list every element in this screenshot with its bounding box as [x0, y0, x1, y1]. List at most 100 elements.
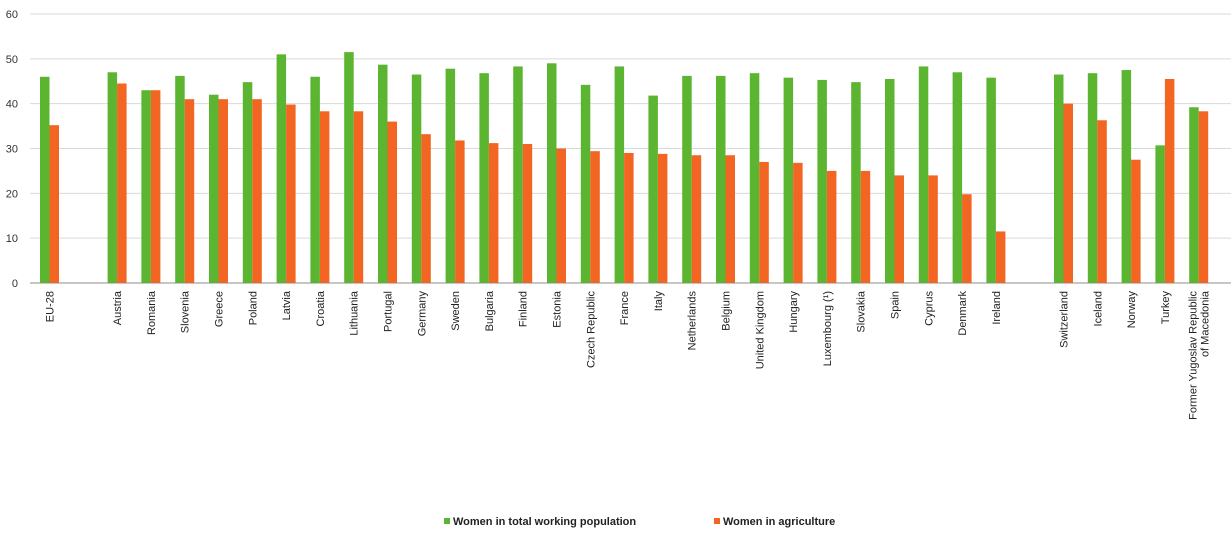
bar-total-working-population [175, 75, 185, 284]
bar-total-working-population [851, 82, 861, 283]
bar-total-working-population [344, 52, 354, 283]
x-tick-label: Italy [653, 291, 665, 312]
y-tick-label: 50 [6, 54, 18, 66]
x-tick-label: Belgium [721, 291, 733, 331]
y-tick-label: 10 [6, 233, 18, 245]
legend-label: Women in agriculture [723, 516, 835, 528]
bar-total-working-population [276, 54, 287, 283]
x-tick-label: France [619, 291, 631, 325]
bar-total-working-population [783, 77, 794, 283]
bar-agriculture [894, 175, 904, 283]
bar-agriculture [691, 155, 702, 283]
bar-total-working-population [513, 66, 523, 283]
x-tick-label: Latvia [281, 290, 293, 320]
bar-total-working-population [749, 73, 760, 284]
x-tick-label: Denmark [957, 291, 969, 336]
x-tick-label: Norway [1126, 291, 1138, 329]
bar-agriculture [590, 151, 600, 283]
x-tick-label: Spain [890, 291, 902, 319]
bar-agriculture [759, 161, 769, 283]
x-tick-label: EU-28 [45, 291, 57, 322]
bar-total-working-population [614, 66, 625, 283]
bar-total-working-population [378, 64, 388, 283]
bar-agriculture [624, 152, 634, 283]
bar-total-working-population [40, 76, 50, 284]
x-tick-label: Sweden [450, 291, 462, 331]
x-tick-label: Slovakia [856, 290, 868, 332]
bar-total-working-population [445, 68, 456, 284]
bar-total-working-population [479, 73, 489, 284]
y-tick-label: 0 [12, 278, 18, 290]
bar-agriculture [826, 170, 837, 283]
x-tick-label: Portugal [383, 291, 395, 332]
bar-total-working-population [1121, 70, 1132, 284]
x-tick-label: Romania [146, 290, 158, 335]
bar-total-working-population [986, 77, 996, 283]
bar-total-working-population [107, 72, 118, 284]
legend: Women in total working population Women i… [444, 516, 835, 528]
x-tick-label: Estonia [552, 290, 564, 328]
x-tick-label: Croatia [315, 290, 327, 326]
bar-total-working-population [885, 79, 895, 283]
bar-total-working-population [952, 72, 963, 284]
x-tick-label: Finland [518, 291, 530, 327]
bar-total-working-population [817, 79, 827, 283]
x-tick-label: Iceland [1092, 291, 1104, 326]
bars [40, 52, 1209, 284]
bar-agriculture [657, 153, 668, 283]
bar-agriculture [522, 144, 533, 283]
x-tick-label: Switzerland [1059, 291, 1071, 348]
bar-agriculture [1131, 159, 1141, 283]
bar-agriculture [1164, 79, 1175, 283]
y-tick-label: 40 [6, 99, 18, 111]
bar-agriculture [995, 231, 1006, 283]
bar-total-working-population [1189, 107, 1199, 284]
bar-total-working-population [209, 94, 219, 283]
y-tick-label: 60 [6, 9, 18, 21]
x-tick-label: Luxembourg (¹) [822, 291, 834, 366]
bar-agriculture [184, 99, 195, 283]
bar-total-working-population [716, 75, 726, 284]
bar-total-working-population [310, 76, 320, 284]
x-axis-labels: EU-28 Austria Romania Slovenia Greece Poland L… [45, 290, 1212, 420]
bar-agriculture [117, 83, 127, 283]
y-tick-label: 30 [6, 144, 18, 156]
x-tick-label: Lithuania [349, 290, 361, 336]
x-tick-label: Ireland [991, 291, 1003, 325]
bar-agriculture [488, 143, 499, 283]
bar-agriculture [1063, 103, 1073, 284]
bar-agriculture [1097, 120, 1107, 283]
x-tick-label: Poland [247, 291, 259, 325]
x-tick-label: Germany [416, 291, 428, 337]
bar-agriculture [49, 125, 59, 283]
bar-agriculture [421, 134, 431, 283]
bar-total-working-population [580, 84, 591, 283]
bar-total-working-population [1087, 73, 1098, 284]
y-axis-ticks: 0 10 20 30 40 50 60 [6, 9, 18, 290]
bar-total-working-population [648, 95, 658, 283]
x-tick-label: United Kingdom [754, 291, 766, 369]
x-tick-label: Czech Republic [585, 291, 597, 369]
bar-agriculture [928, 175, 938, 283]
bar-agriculture [252, 99, 262, 283]
x-tick-label: Turkey [1160, 291, 1172, 325]
bar-agriculture [150, 90, 161, 283]
legend-swatch [714, 518, 720, 524]
x-tick-label: Austria [112, 290, 124, 325]
x-tick-label: Hungary [788, 291, 800, 333]
x-tick-label: Slovenia [180, 290, 192, 333]
bar-total-working-population [682, 75, 692, 284]
bar-total-working-population [242, 82, 253, 283]
bar-agriculture [793, 162, 803, 283]
bar-total-working-population [547, 63, 557, 283]
x-tick-label: Cyprus [923, 291, 935, 326]
bar-agriculture [1198, 111, 1209, 283]
bar-total-working-population [918, 66, 929, 283]
bar-agriculture [556, 148, 566, 283]
x-tick-label: Former Yugoslav Republic [1188, 291, 1200, 420]
bar-total-working-population [1054, 74, 1064, 284]
legend-label: Women in total working population [453, 516, 636, 528]
x-tick-label: Netherlands [687, 291, 699, 351]
y-tick-label: 20 [6, 188, 18, 200]
